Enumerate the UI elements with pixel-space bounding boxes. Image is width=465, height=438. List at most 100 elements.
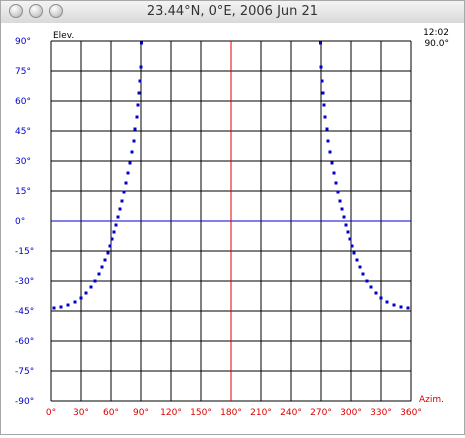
- sun-path-point: [361, 272, 365, 276]
- y-tick-label: 60°: [15, 97, 31, 107]
- reference-lines: [51, 41, 411, 401]
- sun-path-point: [319, 65, 323, 69]
- x-tick-label: 90°: [133, 408, 149, 418]
- sun-path-point: [346, 230, 350, 234]
- sun-path-point: [365, 279, 369, 283]
- sun-path-plot-area[interactable]: 90° 75° 60° 45° 30° 15° 0° -15° -30° -45° -60° -75°…: [1, 23, 464, 434]
- sun-path-point: [52, 306, 56, 310]
- y-tick-labels: 90° 75° 60° 45° 30° 15° 0° -15° -30° -45° -60° -75°…: [15, 37, 34, 407]
- window-title: 23.44°N, 0°E, 2006 Jun 21: [146, 4, 319, 19]
- sun-path-point: [106, 251, 110, 255]
- sun-path-point: [73, 300, 77, 304]
- sun-path-point: [406, 306, 410, 310]
- sun-path-point: [350, 244, 354, 248]
- x-tick-label: 60°: [103, 408, 119, 418]
- sun-path-point: [133, 127, 137, 131]
- sun-path-point: [118, 207, 122, 211]
- y-tick-label: -30°: [15, 277, 34, 287]
- x-tick-label: 330°: [370, 408, 392, 418]
- sun-path-point: [326, 139, 330, 143]
- y-tick-label: -75°: [15, 367, 34, 377]
- sun-path-point: [332, 171, 336, 175]
- y-tick-label: 45°: [15, 127, 31, 137]
- sun-path-point: [348, 237, 352, 241]
- y-tick-label: -90°: [15, 397, 34, 407]
- sun-path-point: [355, 258, 359, 262]
- sun-path-point: [344, 223, 348, 227]
- sun-path-point: [112, 230, 116, 234]
- y-tick-label: -45°: [15, 307, 34, 317]
- sun-path-point: [114, 223, 118, 227]
- y-tick-label: 75°: [15, 67, 31, 77]
- sun-path-point: [100, 265, 104, 269]
- sun-path-point: [325, 127, 329, 131]
- sun-path-point: [124, 181, 128, 185]
- title-bar[interactable]: 23.44°N, 0°E, 2006 Jun 21: [1, 1, 464, 24]
- close-window-icon[interactable]: [9, 4, 23, 18]
- sun-path-point: [340, 207, 344, 211]
- sun-path-point: [128, 161, 132, 165]
- sun-path-point: [338, 199, 342, 203]
- x-tick-label: 270°: [310, 408, 332, 418]
- x-tick-label: 30°: [73, 408, 89, 418]
- x-tick-label: 360°: [400, 408, 422, 418]
- x-tick-label: 240°: [280, 408, 302, 418]
- y-tick-label: -60°: [15, 337, 34, 347]
- sun-path-point: [323, 115, 327, 119]
- elevation-readout: 90.0°: [424, 39, 449, 49]
- y-tick-label: -15°: [15, 247, 34, 257]
- sun-path-point: [352, 251, 356, 255]
- sun-path-point: [322, 103, 326, 107]
- sun-path-point: [122, 190, 126, 194]
- y-tick-label: 15°: [15, 187, 31, 197]
- sun-path-point: [66, 303, 70, 307]
- sun-path-point: [108, 244, 112, 248]
- sun-path-point: [84, 291, 88, 295]
- sun-path-point: [319, 41, 322, 45]
- sun-path-point: [135, 115, 139, 119]
- sun-path-point: [89, 285, 93, 289]
- sun-path-points: [52, 41, 410, 310]
- sun-path-point: [103, 258, 107, 262]
- x-axis-label: Azim.: [419, 395, 444, 405]
- sun-path-point: [330, 161, 334, 165]
- y-tick-label: 0°: [15, 217, 25, 227]
- time-readout: 12:02: [423, 28, 449, 38]
- x-tick-labels: 0° 30° 60° 90° 120° 150° 180° 210° 240° 270° 300° 3…: [46, 408, 422, 418]
- sun-path-point: [130, 150, 134, 154]
- sun-path-point: [336, 190, 340, 194]
- sun-path-point: [132, 139, 136, 143]
- sun-path-point: [399, 305, 403, 309]
- sun-path-point: [120, 199, 124, 203]
- sun-path-point: [369, 285, 373, 289]
- sun-path-point: [334, 181, 338, 185]
- sun-path-point: [93, 279, 97, 283]
- sun-path-point: [392, 303, 396, 307]
- zoom-window-icon[interactable]: [49, 4, 63, 18]
- minimize-window-icon[interactable]: [29, 4, 43, 18]
- x-tick-label: 210°: [250, 408, 272, 418]
- sun-path-point: [358, 265, 362, 269]
- y-tick-label: 90°: [15, 37, 31, 47]
- sun-path-point: [110, 237, 114, 241]
- sun-path-point: [59, 305, 63, 309]
- sun-path-point: [320, 79, 324, 83]
- sun-path-point: [79, 296, 83, 300]
- sun-path-point: [140, 41, 143, 45]
- sun-path-point: [138, 79, 142, 83]
- x-tick-label: 150°: [190, 408, 212, 418]
- sun-path-point: [374, 291, 378, 295]
- sun-path-point: [136, 103, 140, 107]
- sun-path-chart[interactable]: 90° 75° 60° 45° 30° 15° 0° -15° -30° -45° -60° -75°…: [1, 23, 464, 434]
- sun-path-point: [139, 65, 143, 69]
- sun-path-point: [116, 215, 120, 219]
- sun-path-point: [321, 91, 325, 95]
- x-tick-label: 120°: [160, 408, 182, 418]
- sun-path-point: [342, 215, 346, 219]
- sun-path-point: [97, 272, 101, 276]
- sun-path-point: [328, 150, 332, 154]
- x-tick-label: 300°: [340, 408, 362, 418]
- sun-path-point: [379, 296, 383, 300]
- x-tick-label: 180°: [220, 408, 242, 418]
